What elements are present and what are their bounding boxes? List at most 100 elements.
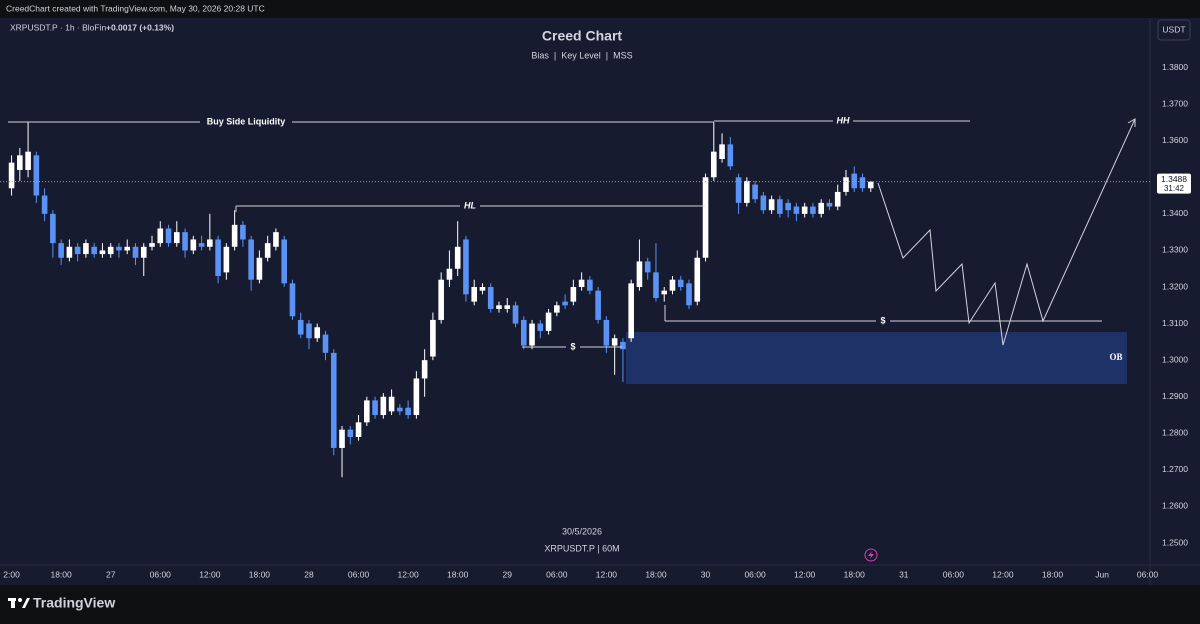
candle-body (66, 246, 73, 258)
candle-body (719, 144, 725, 159)
x-tick-label: 12:00 (397, 569, 419, 579)
candle-body (768, 199, 775, 211)
candle-body (231, 224, 238, 247)
candle-body (58, 243, 64, 258)
candle-body (322, 334, 329, 353)
drawings (8, 118, 1136, 348)
candle-body (306, 323, 312, 339)
logo-mark (22, 598, 30, 608)
candle-body (149, 243, 155, 247)
candle-body (653, 272, 659, 298)
candle-body (314, 327, 321, 339)
hh-label: HH (837, 115, 850, 125)
header: CreedChart created with TradingView.com,… (6, 3, 265, 13)
candle-body (479, 287, 486, 291)
candle-body (240, 224, 246, 240)
candle-body (132, 246, 139, 258)
candle-body (818, 202, 824, 214)
ob-label: OB (1109, 352, 1122, 362)
y-tick-label: 1.2900 (1162, 391, 1188, 401)
candle-body (760, 195, 767, 211)
candle-body (215, 239, 221, 277)
y-tick-label: 1.2500 (1162, 537, 1188, 547)
logo-mark (11, 598, 15, 608)
watermark-symbol: XRPUSDT.P | 60M (544, 543, 619, 553)
candle-body (198, 243, 205, 247)
logo-mark (18, 598, 22, 602)
candle-body (33, 155, 40, 196)
candle-body (537, 323, 544, 331)
currency[interactable]: USDT (1162, 24, 1185, 34)
x-tick-label: 29 (503, 569, 513, 579)
x-tick-label: 06:00 (150, 569, 172, 579)
y-tick-label: 1.3300 (1162, 245, 1188, 255)
candle-body (364, 400, 370, 423)
candle-body (91, 246, 97, 255)
candle-body (785, 202, 791, 211)
arrow-head (1127, 118, 1136, 127)
candle-body (744, 180, 750, 203)
candle-body (463, 239, 469, 295)
candle-body (339, 429, 345, 448)
candle-body (595, 290, 601, 320)
candle-body (611, 338, 618, 346)
candle-body (669, 279, 676, 291)
candle-body (826, 202, 833, 207)
candle-body (388, 396, 395, 412)
x-tick-label: 06:00 (943, 569, 965, 579)
candle-body (372, 400, 378, 416)
y-tick-label: 1.3600 (1162, 135, 1188, 145)
event-icon[interactable] (864, 548, 878, 562)
candle-body (628, 283, 634, 339)
logo (8, 598, 30, 608)
y-tick-label: 1.3400 (1162, 208, 1188, 218)
y-tick-label: 1.2700 (1162, 464, 1188, 474)
candle-body (694, 257, 701, 302)
event-icon-bolt (868, 551, 874, 559)
candle-body (545, 312, 552, 331)
candle-body (256, 257, 263, 280)
candle-body (264, 243, 271, 258)
countdown: 31:42 (1164, 184, 1185, 193)
x-tick-label: 18:00 (447, 569, 469, 579)
candle-body (273, 232, 279, 247)
candle-body (843, 177, 849, 192)
candle-body (801, 206, 808, 214)
candle-body (41, 195, 48, 214)
change: +0.0017 (+0.13%) (106, 22, 174, 32)
candle-body (182, 232, 188, 251)
symbol: XRPUSDT.P · 1h · BloFin (10, 22, 106, 32)
candle-body (107, 246, 114, 255)
candle-body (289, 283, 296, 317)
candle-body (446, 268, 453, 280)
candle-body (190, 239, 197, 251)
x-tick-label: 12:00 (596, 569, 618, 579)
candle-body (405, 407, 411, 416)
liq-label: $ (570, 341, 575, 351)
x-tick-label: 12:00 (199, 569, 221, 579)
candle-body (8, 162, 15, 189)
x-tick-label: 06:00 (744, 569, 766, 579)
candle-body (17, 155, 23, 170)
candle-body (99, 250, 106, 255)
candle-body (562, 301, 568, 306)
hl-label: HL (464, 200, 476, 210)
x-tick-label: 18:00 (645, 569, 667, 579)
candle-body (223, 246, 230, 273)
candle-body (421, 360, 428, 379)
candle-body (430, 319, 436, 357)
candle-body (636, 261, 643, 288)
y-tick-label: 1.2600 (1162, 501, 1188, 511)
candle-body (165, 228, 172, 244)
candle-body (554, 305, 560, 313)
currency-box[interactable] (1157, 19, 1191, 41)
y-tick-label: 1.2800 (1162, 428, 1188, 438)
candle-body (735, 177, 742, 203)
candle-body (777, 199, 783, 214)
candle-body (157, 228, 164, 244)
order-block (626, 332, 1127, 384)
candle-body (74, 246, 81, 255)
candle-body (438, 279, 444, 320)
